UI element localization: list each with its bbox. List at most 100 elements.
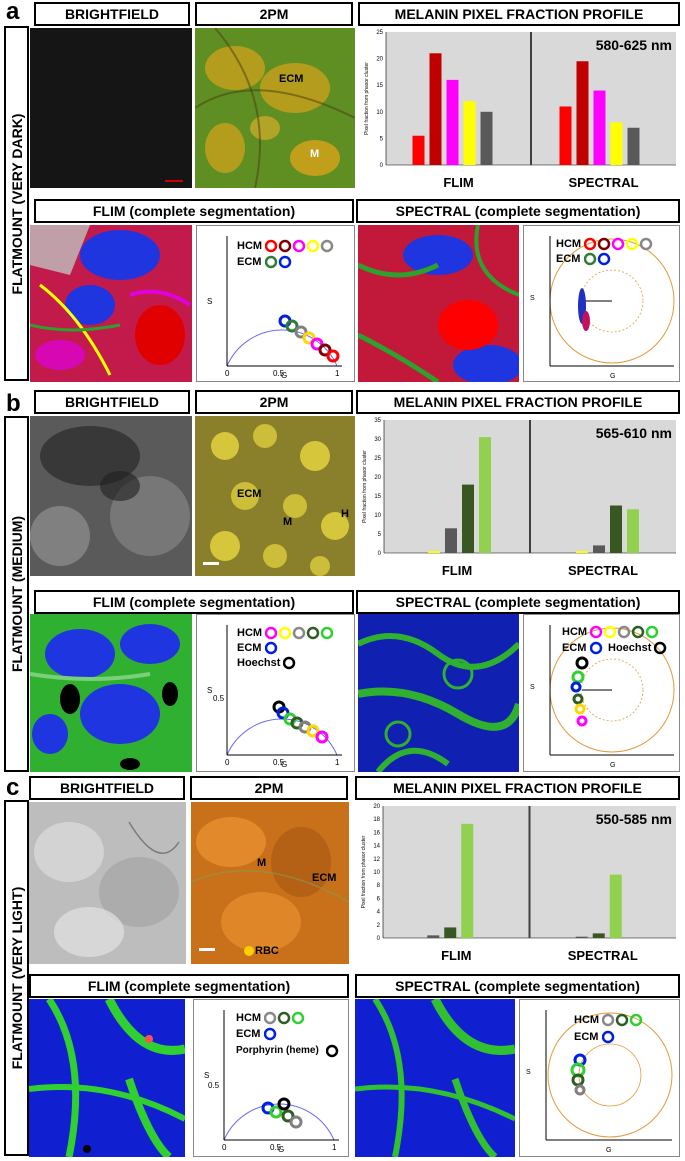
flim-phasor-plot: S G 0 0.5 1 0.5 HCM ECM Hoechst: [196, 614, 355, 772]
wavelength-label: 550-585 nm: [596, 811, 672, 827]
group-label: SPECTRAL: [568, 563, 638, 578]
svg-text:0: 0: [225, 758, 230, 767]
header-2pm: 2PM: [195, 2, 353, 26]
label-ecm: ECM: [279, 73, 304, 85]
label-ecm: ECM: [312, 872, 337, 884]
side-label: FLATMOUNT (VERY DARK): [8, 113, 25, 294]
bar: [592, 933, 605, 938]
spectral-phasor-plot: S G HCM ECM: [523, 225, 680, 382]
y-tick-label: 5: [380, 136, 384, 142]
legend-ecm-rings: [264, 641, 281, 660]
legend-hoechst-ring: [282, 656, 299, 675]
header-spectral: SPECTRAL (complete segmentation): [356, 590, 680, 614]
brightfield-image: [29, 802, 186, 964]
side-label: FLATMOUNT (VERY LIGHT): [8, 886, 25, 1070]
legend-hcm: HCM: [236, 1012, 262, 1024]
header-flim: FLIM (complete segmentation): [29, 974, 349, 998]
panel-letter: b: [6, 390, 21, 417]
legend-porphyrin: Porphyrin (heme): [236, 1045, 319, 1056]
svg-text:0.5: 0.5: [270, 1143, 282, 1152]
panel-letter: a: [6, 0, 20, 25]
svg-text:G: G: [610, 373, 615, 380]
svg-text:S: S: [530, 684, 535, 691]
wavelength-label: 565-610 nm: [596, 425, 672, 441]
spectral-segmentation-image: [355, 999, 515, 1157]
y-tick-label: 10: [376, 110, 383, 116]
legend-hcm-rings: [589, 625, 670, 644]
header-profile: MELANIN PIXEL FRACTION PROFILE: [358, 2, 680, 26]
legend-ecm: ECM: [237, 256, 262, 268]
header-brightfield: BRIGHTFIELD: [34, 390, 190, 414]
header-brightfield: BRIGHTFIELD: [29, 776, 185, 800]
y-tick-label: 25: [376, 30, 383, 36]
y-tick-label: 15: [374, 494, 381, 500]
header-profile: MELANIN PIXEL FRACTION PROFILE: [355, 776, 680, 800]
flim-phasor-plot: S G 0 0.5 1 HCM ECM: [196, 225, 355, 382]
label-m: M: [283, 516, 293, 528]
bar: [610, 122, 623, 165]
spectral-phasor-plot: S G HCM ECM: [519, 999, 680, 1157]
bar: [627, 509, 639, 553]
header-spectral: SPECTRAL (complete segmentation): [356, 199, 680, 223]
bar-chart-c: 0 2 4 6 8 10 12 14 16 18 20 Pixel fraction from pha…: [355, 802, 680, 968]
bar: [463, 101, 476, 165]
label-m: M: [310, 148, 320, 160]
y-tick-label: 0: [378, 551, 382, 557]
flim-segmentation-image: [30, 225, 192, 382]
svg-text:0.5: 0.5: [208, 1081, 220, 1090]
legend-ecm-rings: [589, 641, 606, 660]
side-label-box: FLATMOUNT (VERY LIGHT): [4, 800, 29, 1156]
legend-ecm: ECM: [237, 642, 262, 654]
bar: [576, 551, 588, 553]
bar: [610, 505, 622, 553]
bar: [445, 528, 457, 553]
bar: [428, 551, 440, 553]
bar: [627, 127, 640, 165]
svg-text:1: 1: [335, 369, 340, 378]
bar-chart-a: 0 5 10 15 20 25 Pixel fraction from phasor clu…: [358, 28, 680, 195]
bar: [446, 79, 459, 165]
y-tick-label: 0: [377, 936, 381, 942]
group-label: SPECTRAL: [568, 948, 638, 963]
bar: [575, 936, 588, 938]
svg-text:G: G: [281, 760, 287, 769]
y-tick-label: 20: [374, 475, 381, 481]
label-ecm: ECM: [237, 488, 262, 500]
flim-segmentation-image: [29, 999, 185, 1157]
legend-ecm-rings: [264, 255, 305, 274]
header-2pm: 2PM: [190, 776, 348, 800]
bar: [609, 874, 622, 938]
y-tick-label: 5: [378, 532, 382, 538]
side-label-box: FLATMOUNT (MEDIUM): [4, 416, 29, 772]
legend-hoechst: Hoechst: [608, 642, 652, 654]
legend-hcm: HCM: [237, 627, 263, 639]
y-tick-label: 20: [373, 804, 380, 810]
y-tick-label: 0: [380, 163, 384, 169]
y-tick-label: 35: [374, 418, 381, 424]
legend-hcm-rings: [601, 1013, 652, 1032]
y-tick-label: 8: [377, 883, 381, 889]
legend-ecm: ECM: [236, 1028, 261, 1040]
two-photon-image: ECM M: [195, 28, 355, 188]
legend-ecm: ECM: [562, 642, 587, 654]
flim-segmentation-image: [30, 614, 192, 772]
bar: [480, 111, 493, 165]
bar-chart-b: 0 5 10 15 20 25 30 35 Pixel fraction from phasor…: [356, 416, 680, 583]
spectral-segmentation-image: [358, 614, 519, 772]
panel-letter: c: [6, 774, 20, 801]
legend-ecm: ECM: [556, 253, 581, 265]
y-tick-label: 10: [374, 513, 381, 519]
bar: [429, 53, 442, 165]
header-flim: FLIM (complete segmentation): [34, 590, 354, 614]
bar: [462, 484, 474, 553]
group-label: FLIM: [443, 175, 473, 190]
legend-hcm: HCM: [237, 240, 263, 252]
svg-text:S: S: [526, 1069, 531, 1076]
bar: [479, 437, 491, 553]
svg-text:0: 0: [225, 369, 230, 378]
bar: [593, 545, 605, 553]
y-tick-label: 16: [373, 830, 380, 836]
two-photon-image: ECM M H: [195, 416, 355, 576]
header-spectral: SPECTRAL (complete segmentation): [355, 974, 680, 998]
legend-hcm-rings: [264, 626, 355, 645]
